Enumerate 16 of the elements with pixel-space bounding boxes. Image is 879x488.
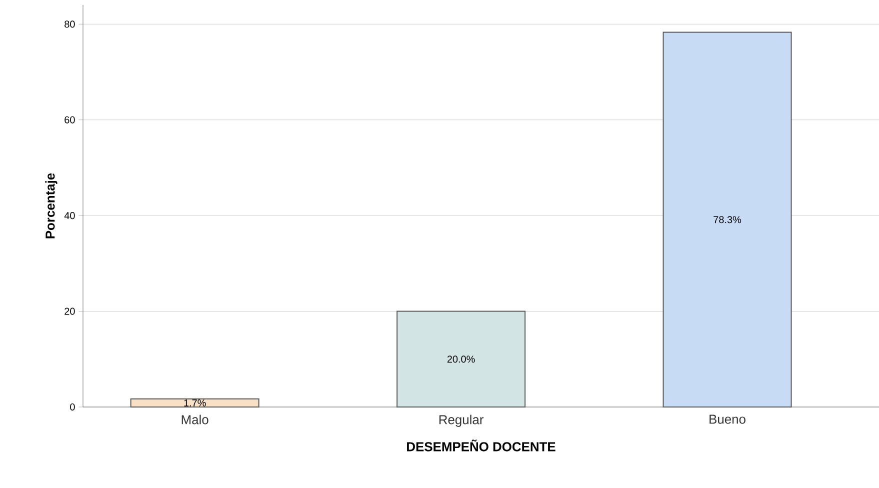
bar [396, 310, 526, 408]
x-tick-label: Regular [439, 414, 484, 427]
y-tick-label: 80 [64, 20, 75, 28]
bar [662, 32, 792, 408]
x-tick-label: Bueno [710, 414, 746, 424]
x-axis-title: DESEMPEÑO DOCENTE [407, 440, 556, 452]
data-label: 78.3% [714, 216, 742, 224]
x-tick-label: Malo [182, 414, 208, 424]
data-label: 20.0% [447, 356, 475, 363]
y-tick-label: 0 [70, 403, 75, 411]
y-tick-label: 40 [64, 212, 75, 220]
bar [130, 398, 260, 408]
y-tick-label: 60 [64, 116, 75, 124]
y-axis-title: Porcentaje [45, 173, 58, 238]
data-label: 1.7% [184, 399, 206, 406]
y-tick-label: 20 [64, 308, 75, 315]
